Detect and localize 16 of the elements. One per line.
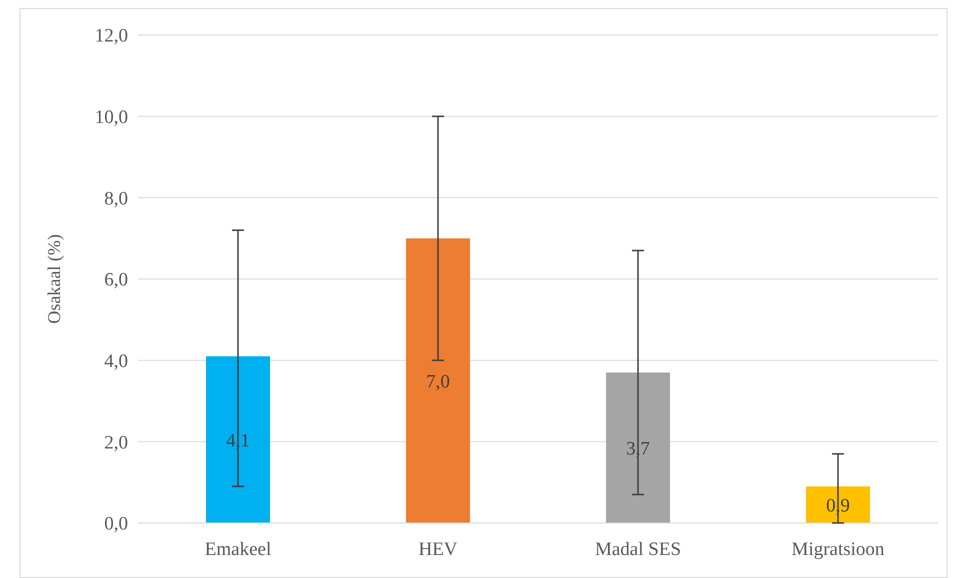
y-tick-label: 2,0 <box>104 432 128 454</box>
y-tick-label: 4,0 <box>104 350 128 372</box>
y-tick-label: 8,0 <box>104 188 128 210</box>
bar <box>206 356 270 523</box>
y-axis-title: Osakaal (%) <box>44 234 64 324</box>
bar <box>406 238 470 523</box>
y-tick-label: 0,0 <box>104 514 128 535</box>
y-tick-label: 12,0 <box>94 26 128 47</box>
x-tick-label: Migratsioon <box>792 539 885 560</box>
x-tick-label: Madal SES <box>594 539 682 560</box>
y-tick-label: 6,0 <box>104 270 128 291</box>
x-tick-label: Emakeel <box>204 539 272 560</box>
bar <box>606 372 670 523</box>
y-tick-label: 10,0 <box>94 106 128 128</box>
data-label: 7,0 <box>426 371 450 392</box>
x-tick-label: HEV <box>418 539 458 560</box>
